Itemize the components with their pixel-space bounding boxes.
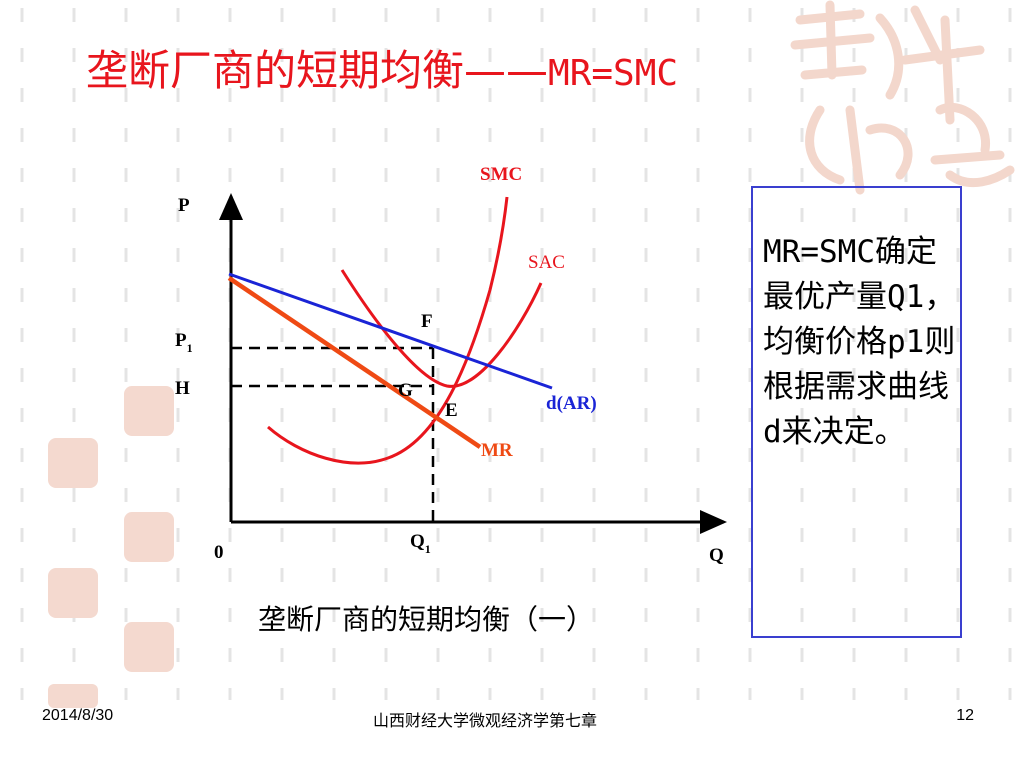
h-label: H — [175, 378, 190, 399]
price-axis-label: P — [178, 195, 190, 216]
explanation-text: MR=SMC确定最优产量Q1，均衡价格p1则根据需求曲线d来决定。 — [763, 234, 956, 450]
watermark-seal-large — [790, 0, 1015, 195]
slide-title: 垄断厂商的短期均衡——MR=SMC — [86, 50, 678, 92]
ar-demand-line — [228, 272, 553, 390]
sac-curve-label: SAC — [528, 252, 565, 273]
watermark-seals-small — [48, 386, 174, 708]
footer-page-number: 12 — [956, 707, 974, 724]
slide-title-cn: 垄断厂商的短期均衡—— — [86, 46, 549, 95]
explanation-box: MR=SMC确定最优产量Q1，均衡价格p1则根据需求曲线d来决定。 — [751, 186, 962, 638]
mr-line — [227, 276, 482, 449]
ar-line-label: d(AR) — [546, 393, 597, 414]
footer-date: 2014/8/30 — [42, 707, 114, 724]
q1-label: Q1 — [410, 531, 431, 556]
sac-curve — [340, 269, 543, 388]
point-e-label: E — [445, 400, 458, 421]
p1-label-subscript: 1 — [187, 341, 193, 355]
q1-label-subscript: 1 — [425, 542, 431, 556]
point-g-label: G — [398, 380, 413, 401]
diagram-caption: 垄断厂商的短期均衡（一） — [258, 603, 595, 636]
p1-label: P1 — [175, 330, 193, 355]
origin-label: 0 — [214, 542, 224, 563]
p1-label-main: P — [175, 330, 187, 351]
q1-label-main: Q — [410, 531, 425, 552]
smc-curve-label: SMC — [480, 164, 522, 185]
quantity-axis-label: Q — [709, 545, 724, 566]
footer-course-title: 山西财经大学微观经济学第七章 — [373, 713, 598, 730]
smc-curve — [267, 196, 509, 465]
slide-title-formula: MR=SMC — [548, 53, 679, 94]
point-f-label: F — [421, 311, 433, 332]
mr-line-label: MR — [481, 440, 513, 461]
